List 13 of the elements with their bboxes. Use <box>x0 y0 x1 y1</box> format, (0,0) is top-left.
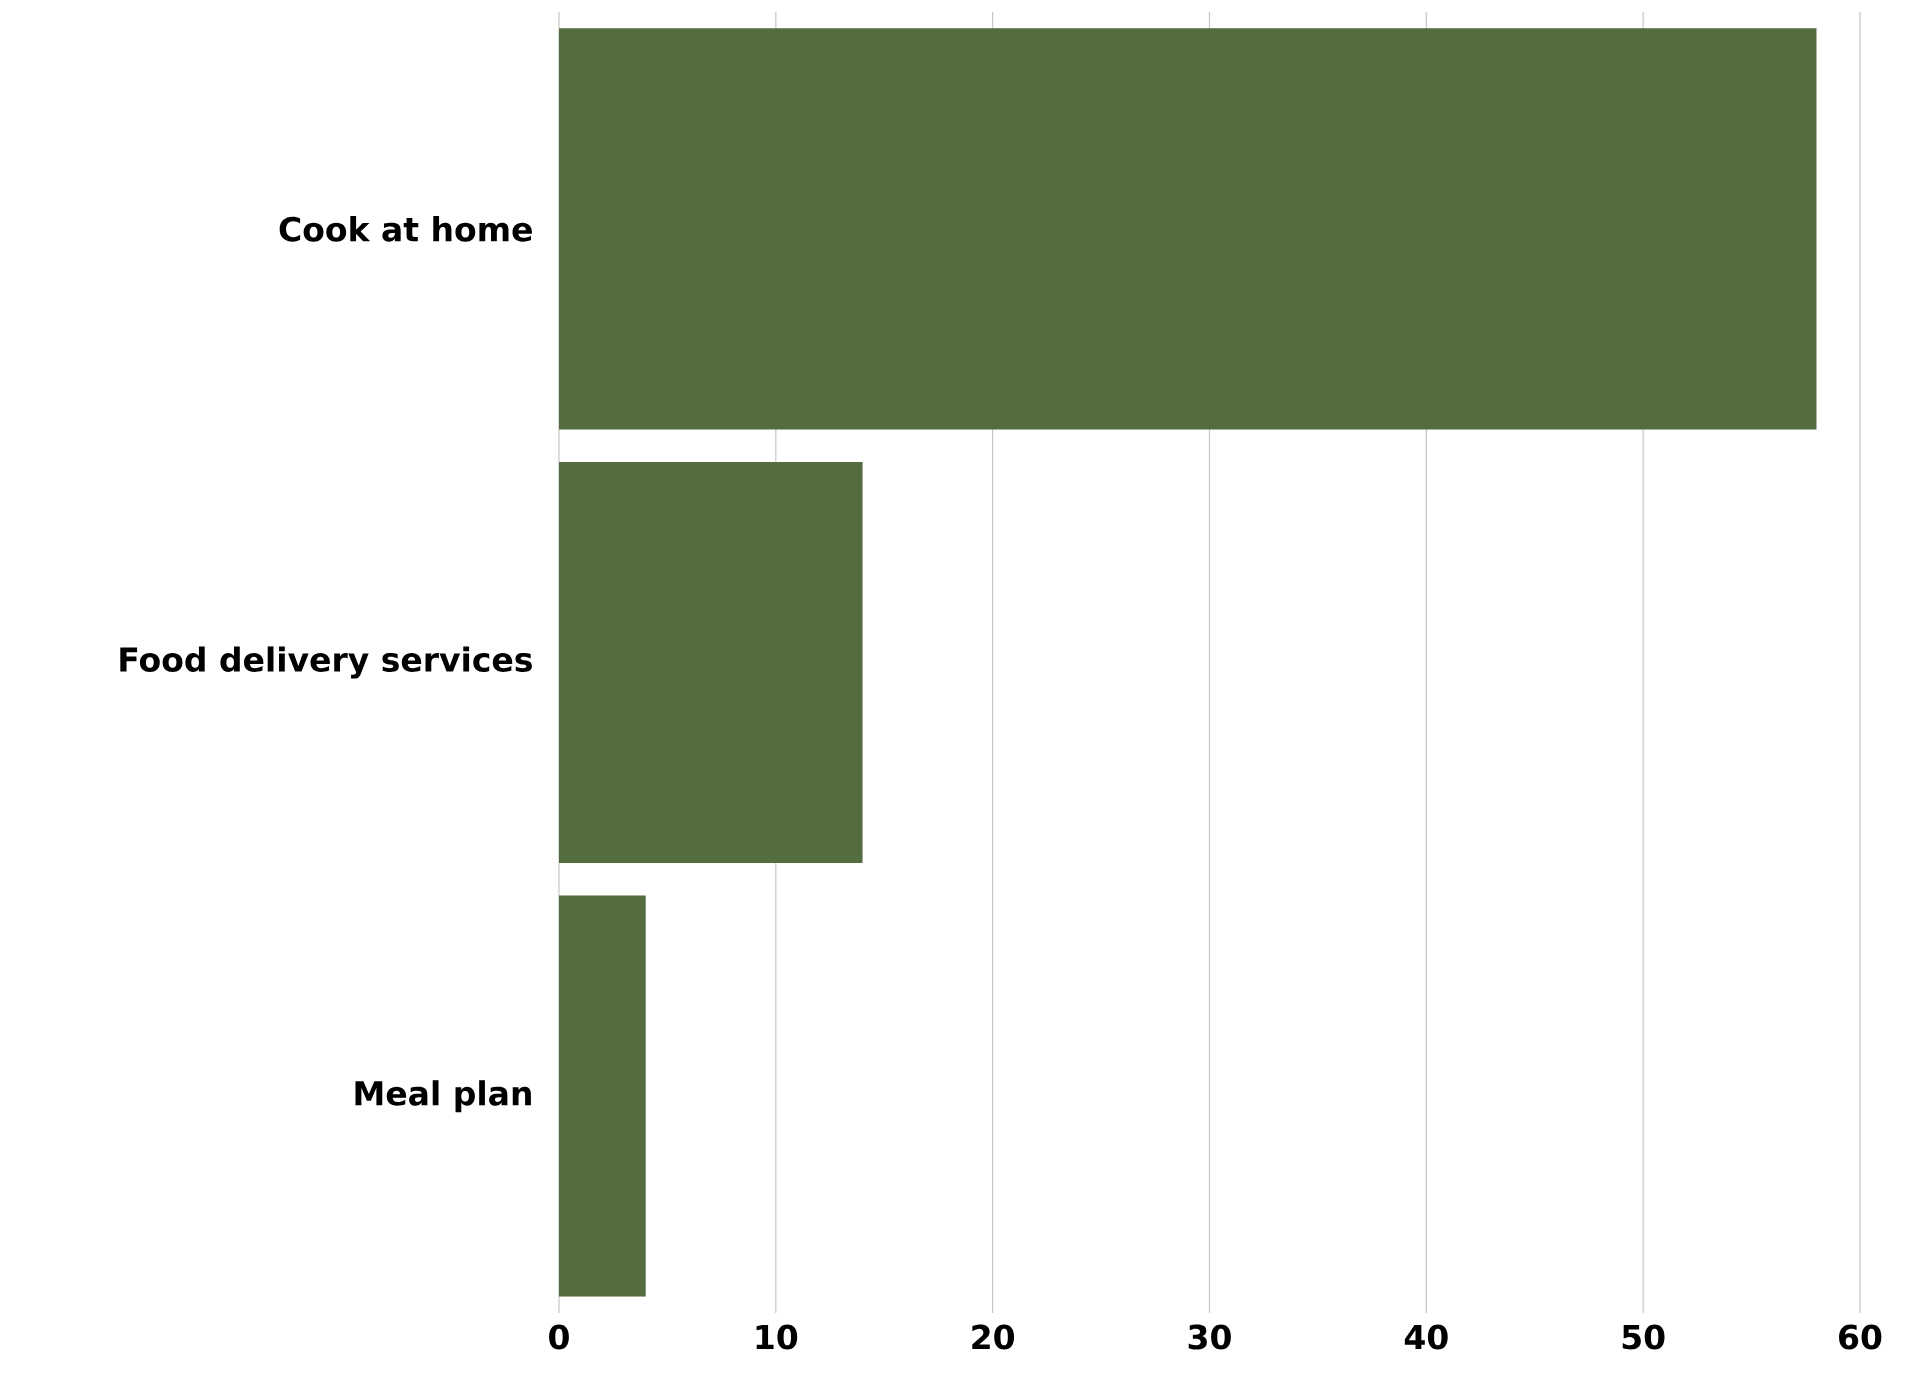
x-tick-label: 10 <box>756 1324 798 1350</box>
x-tick-label: 40 <box>1404 1324 1448 1350</box>
y-tick-label: Meal plan <box>355 1080 531 1113</box>
x-tick-label: 60 <box>1839 1324 1882 1350</box>
x-tick-label: 30 <box>1188 1324 1231 1350</box>
bar <box>558 895 646 1297</box>
x-tick-label: 50 <box>1622 1324 1665 1350</box>
x-tick-label: 20 <box>972 1324 1015 1350</box>
y-tick-label: Cook at home <box>279 216 532 242</box>
x-tick-label: 0 <box>549 1324 569 1350</box>
bar <box>558 28 1817 430</box>
y-tick-label: Food delivery services <box>120 646 532 679</box>
bar <box>558 461 863 864</box>
